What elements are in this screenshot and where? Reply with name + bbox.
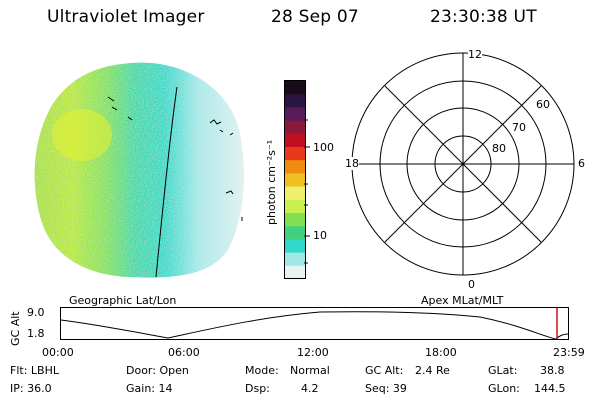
info-glat-label: GLat: bbox=[488, 364, 518, 377]
info-mode-value: Normal bbox=[290, 364, 330, 377]
polar-label-18: 18 bbox=[345, 157, 359, 170]
altitude-xtick-0000: 00:00 bbox=[42, 346, 74, 359]
info-gain: Gain: 14 bbox=[126, 382, 173, 395]
uv-disk bbox=[34, 62, 244, 278]
colorbar-segment bbox=[285, 239, 305, 254]
info-door: Door: Open bbox=[126, 364, 189, 377]
colorbar-segment bbox=[285, 81, 305, 95]
colorbar-segment bbox=[285, 252, 305, 267]
colorbar-segment bbox=[285, 107, 305, 122]
polar-ring-label-80: 80 bbox=[492, 142, 506, 155]
altitude-ytick-top: 9.0 bbox=[27, 306, 45, 319]
colorbar-segment bbox=[285, 265, 305, 280]
uv-image bbox=[34, 62, 244, 278]
terminator-line bbox=[155, 86, 178, 278]
info-gcalt-label: GC Alt: bbox=[365, 364, 404, 377]
colorbar-segment bbox=[285, 213, 305, 227]
info-glat-value: 38.8 bbox=[540, 364, 565, 377]
info-glon-label: GLon: bbox=[488, 382, 520, 395]
colorbar-segment bbox=[285, 120, 305, 135]
polar-plot bbox=[351, 52, 575, 276]
colorbar-tick-100: 100 bbox=[313, 141, 334, 154]
polar-label-6: 6 bbox=[578, 157, 585, 170]
colorbar-ticks bbox=[304, 119, 310, 264]
colorbar-segments bbox=[285, 81, 305, 280]
colorbar-segment bbox=[285, 147, 305, 161]
apex-label: Apex MLat/MLT bbox=[421, 294, 504, 307]
instrument-title: Ultraviolet Imager bbox=[47, 7, 205, 27]
altitude-frame bbox=[60, 307, 569, 340]
altitude-xtick-2359: 23:59 bbox=[553, 346, 585, 359]
bright-patch bbox=[52, 109, 112, 161]
altitude-plot bbox=[60, 307, 569, 340]
info-dsp-value: 4.2 bbox=[301, 382, 319, 395]
colorbar-tick-10: 10 bbox=[313, 229, 327, 242]
colorbar-segment bbox=[285, 133, 305, 148]
polar-label-0: 0 bbox=[468, 278, 475, 291]
altitude-xtick-1800: 18:00 bbox=[425, 346, 457, 359]
colorbar-segment bbox=[285, 186, 305, 201]
colorbar bbox=[284, 80, 306, 280]
colorbar-segment bbox=[285, 173, 305, 188]
coastline-right bbox=[209, 119, 243, 221]
altitude-xtick-1200: 12:00 bbox=[297, 346, 329, 359]
geographic-label: Geographic Lat/Lon bbox=[69, 294, 177, 307]
polar-ring-label-60: 60 bbox=[536, 98, 550, 111]
polar-label-12: 12 bbox=[468, 48, 482, 61]
time-label: 23:30:38 UT bbox=[430, 7, 537, 27]
info-dsp-label: Dsp: bbox=[245, 382, 270, 395]
altitude-xtick-0600: 06:00 bbox=[168, 346, 200, 359]
colorbar-segment bbox=[285, 199, 305, 214]
info-seq: Seq: 39 bbox=[365, 382, 407, 395]
info-gcalt-value: 2.4 Re bbox=[415, 364, 450, 377]
colorbar-label: photon cm⁻²s⁻¹ bbox=[265, 139, 278, 225]
altitude-curve bbox=[60, 311, 569, 340]
colorbar-segment bbox=[285, 226, 305, 240]
polar-ring-label-70: 70 bbox=[512, 121, 526, 134]
altitude-ylabel: GC Alt bbox=[9, 311, 22, 346]
coastline-left bbox=[107, 96, 133, 121]
date-label: 28 Sep 07 bbox=[271, 7, 359, 27]
colorbar-segment bbox=[285, 160, 305, 174]
info-ip: IP: 36.0 bbox=[10, 382, 52, 395]
polar-diagonal-2 bbox=[384, 85, 542, 243]
altitude-ytick-bottom: 1.8 bbox=[27, 327, 45, 340]
info-flt: Flt: LBHL bbox=[10, 364, 59, 377]
info-mode-label: Mode: bbox=[245, 364, 279, 377]
colorbar-segment bbox=[285, 94, 305, 108]
info-glon-value: 144.5 bbox=[534, 382, 566, 395]
